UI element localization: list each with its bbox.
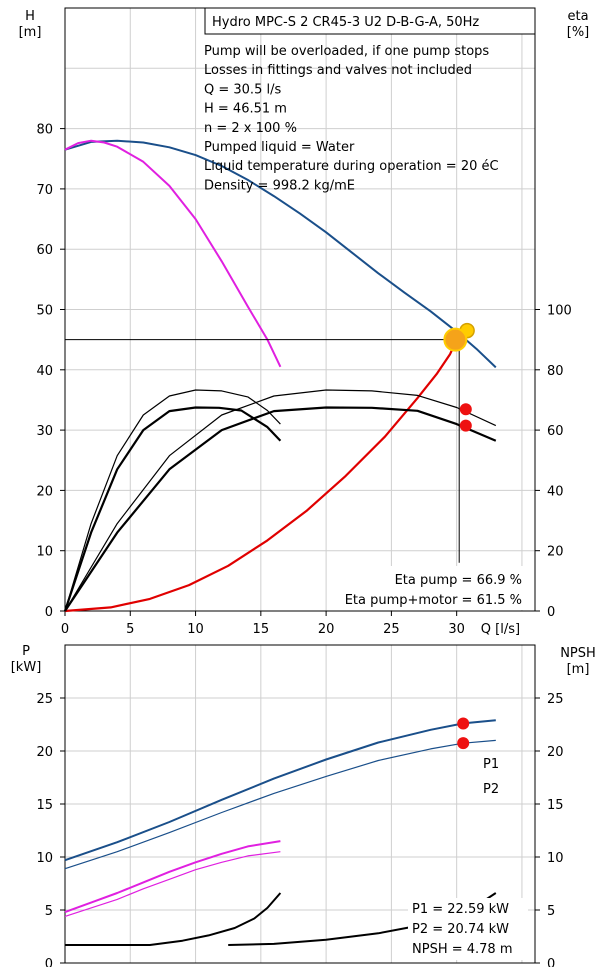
p-tick-label: 0 xyxy=(45,957,53,967)
info-line: Density = 998.2 kg/mE xyxy=(204,178,355,193)
y-right-tick-label: 0 xyxy=(547,605,555,620)
p-axis-unit: [kW] xyxy=(11,660,42,675)
x-tick-label: 0 xyxy=(61,622,69,637)
npsh-axis-unit: [m] xyxy=(567,662,590,677)
x-tick-label: 30 xyxy=(448,622,465,637)
npsh-value-label: NPSH = 4.78 m xyxy=(412,942,513,957)
y-right-unit: [%] xyxy=(567,25,590,40)
info-line: H = 46.51 m xyxy=(204,102,287,117)
p-tick-label: 5 xyxy=(45,904,53,919)
eta-pump-point xyxy=(459,403,472,416)
npsh-tick-label: 15 xyxy=(547,798,564,813)
p2-value-label: P2 = 20.74 kW xyxy=(412,922,509,937)
x-tick-label: 15 xyxy=(253,622,270,637)
p-axis-label: P xyxy=(22,644,30,659)
power-curve-npsh-1-pump xyxy=(65,892,282,946)
y-left-tick-label: 70 xyxy=(36,183,53,198)
y-right-tick-label: 80 xyxy=(547,364,564,379)
p-tick-label: 15 xyxy=(36,798,53,813)
p-tick-label: 20 xyxy=(36,745,53,760)
y-right-tick-label: 100 xyxy=(547,304,572,319)
eta-label-bg xyxy=(330,566,526,610)
npsh-tick-label: 5 xyxy=(547,904,555,919)
y-left-label: H xyxy=(25,9,35,24)
info-line: Pump will be overloaded, if one pump sto… xyxy=(204,44,489,59)
power-duty-point xyxy=(457,737,470,750)
p-tick-label: 10 xyxy=(36,851,53,866)
chart-title: Hydro MPC-S 2 CR45-3 U2 D-B-G-A, 50Hz xyxy=(212,15,479,30)
eta-pump-motor-label: Eta pump+motor = 61.5 % xyxy=(345,593,522,608)
y-left-tick-label: 50 xyxy=(36,304,53,319)
x-tick-label: 25 xyxy=(383,622,400,637)
curve-series-0 xyxy=(64,139,497,369)
y-right-tick-label: 40 xyxy=(547,484,564,499)
p-tick-label: 25 xyxy=(36,692,53,707)
y-left-tick-label: 0 xyxy=(45,605,53,620)
power-curve-p1 xyxy=(64,719,496,862)
p1-series-label: P1 xyxy=(483,757,499,772)
npsh-axis-label: NPSH xyxy=(560,646,596,661)
y-left-tick-label: 30 xyxy=(36,424,53,439)
y-right-tick-label: 60 xyxy=(547,424,564,439)
y-left-tick-label: 10 xyxy=(36,545,53,560)
curve-eta-2-pumps-pump-motor xyxy=(64,389,497,612)
info-line: n = 2 x 100 % xyxy=(204,121,297,136)
npsh-tick-label: 20 xyxy=(547,745,564,760)
x-tick-label: 10 xyxy=(187,622,204,637)
y-right-label: eta xyxy=(567,9,588,24)
curve-eta-2-pumps-pump xyxy=(64,406,497,612)
x-tick-label: 20 xyxy=(318,622,335,637)
x-tick-label: 5 xyxy=(126,622,134,637)
power-duty-point xyxy=(457,717,470,730)
power-curve-series-2 xyxy=(64,840,281,914)
power-curve-series-3 xyxy=(64,851,281,917)
y-left-tick-label: 80 xyxy=(36,123,53,138)
curve-series-1 xyxy=(64,139,282,368)
y-left-tick-label: 40 xyxy=(36,364,53,379)
y-left-tick-label: 20 xyxy=(36,484,53,499)
p1-value-label: P1 = 22.59 kW xyxy=(412,902,509,917)
duty-point-marker xyxy=(443,327,468,352)
curve-eta-1-pump-pump-motor xyxy=(64,389,281,612)
info-line: Liquid temperature during operation = 20… xyxy=(204,159,499,174)
curve-series-2 xyxy=(64,339,458,613)
npsh-tick-label: 0 xyxy=(547,957,555,967)
power-label-bg xyxy=(408,898,528,960)
npsh-tick-label: 10 xyxy=(547,851,564,866)
power-curve-p2 xyxy=(64,739,496,870)
p2-series-label: P2 xyxy=(483,782,499,797)
y-left-tick-label: 60 xyxy=(36,243,53,258)
info-line: Pumped liquid = Water xyxy=(204,140,355,155)
y-right-tick-label: 20 xyxy=(547,545,564,560)
eta-pump-label: Eta pump = 66.9 % xyxy=(395,573,522,588)
info-line: Q = 30.5 l/s xyxy=(204,82,281,97)
title-box xyxy=(204,7,536,35)
info-line: Losses in fittings and valves not includ… xyxy=(204,63,472,78)
npsh-tick-label: 25 xyxy=(547,692,564,707)
curve-eta-1-pump-pump xyxy=(63,406,282,612)
eta-pump-motor-point xyxy=(459,419,472,432)
x-axis-label: Q [l/s] xyxy=(481,622,520,637)
y-left-unit: [m] xyxy=(19,25,42,40)
